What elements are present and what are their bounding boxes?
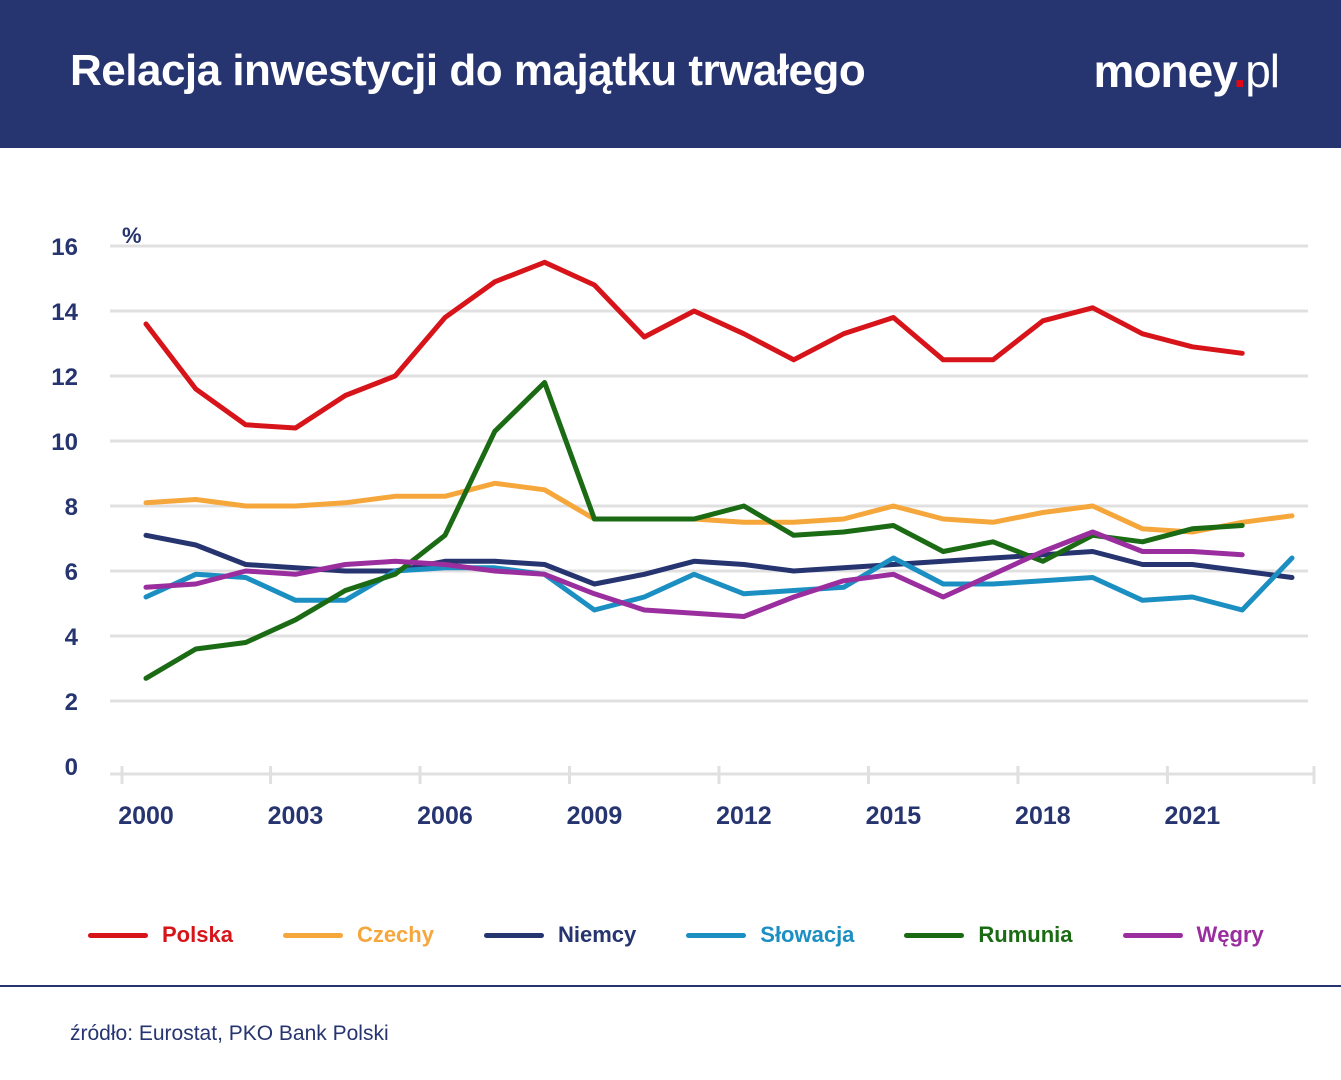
source-note: źródło: Eurostat, PKO Bank Polski <box>70 1022 389 1045</box>
y-tick-label: 16 <box>51 234 78 261</box>
header-banner: Relacja inwestycji do majątku trwałego m… <box>0 0 1341 148</box>
y-tick-label: 10 <box>51 429 78 456</box>
legend-item-czechy: Czechy <box>282 922 434 948</box>
x-tick-label: 2003 <box>268 802 324 830</box>
legend-item-rumunia: Rumunia <box>904 922 1073 948</box>
y-tick-label: 0 <box>65 754 78 781</box>
legend-label: Słowacja <box>760 922 855 947</box>
x-tick-label: 2000 <box>118 802 174 830</box>
series-line-polska <box>143 259 1245 431</box>
y-tick-label: 8 <box>65 494 78 521</box>
series-line-słowacja <box>143 555 1295 613</box>
series-line-czechy <box>143 480 1295 535</box>
series-layer <box>143 259 1295 681</box>
x-tick-label: 2006 <box>417 802 473 830</box>
legend-swatch <box>88 932 148 938</box>
legend-label: Niemcy <box>557 922 637 947</box>
x-tick-label: 2015 <box>866 802 922 830</box>
chart-title: Relacja inwestycji do majątku trwałego <box>70 46 866 95</box>
y-tick-label: 6 <box>65 559 78 586</box>
footer-divider <box>0 985 1341 987</box>
legend-swatch <box>686 932 747 938</box>
grid-layer <box>110 244 1308 703</box>
brand-tld: pl <box>1245 45 1280 97</box>
legend-swatch <box>904 932 965 938</box>
legend-swatch <box>282 932 343 938</box>
x-tick-label: 2018 <box>1015 802 1071 830</box>
legend-label: Rumunia <box>978 922 1073 947</box>
legend-item-polska: Polska <box>88 922 233 948</box>
y-tick-label: 4 <box>65 624 79 651</box>
legend-swatch <box>1122 932 1183 938</box>
series-line-niemcy <box>143 532 1295 587</box>
legend-swatch <box>483 932 544 938</box>
y-tick-label: 12 <box>51 364 78 391</box>
series-line-rumunia <box>143 380 1245 681</box>
brand-main: money <box>1093 45 1235 97</box>
x-tick-label: 2021 <box>1165 802 1221 830</box>
line-chart: 0 2 4 6 8 10 12 14 16 2000 2003 2006 2009 2012 2015 201… <box>51 223 1316 830</box>
legend: Polska Czechy Niemcy Słowacja Rumunia Węgry <box>88 918 1288 952</box>
axis-layer: 0 2 4 6 8 10 12 14 16 2000 2003 2006 2009 2012 2015 201… <box>51 234 1316 830</box>
legend-label: Węgry <box>1196 922 1264 947</box>
y-tick-label: 2 <box>65 689 78 716</box>
legend-item-węgry: Węgry <box>1122 922 1264 948</box>
x-tick-label: 2009 <box>567 802 623 830</box>
legend-item-niemcy: Niemcy <box>483 922 637 948</box>
y-tick-label: 14 <box>51 299 78 326</box>
brand-dot: . <box>1233 45 1246 97</box>
legend-label: Polska <box>162 922 233 947</box>
brand-logo[interactable]: money.pl <box>1093 44 1280 98</box>
x-tick-label: 2012 <box>716 802 772 830</box>
legend-item-słowacja: Słowacja <box>686 922 854 948</box>
series-line-węgry <box>143 529 1245 619</box>
y-axis-unit-label: % <box>122 223 142 248</box>
legend-label: Czechy <box>356 922 434 947</box>
